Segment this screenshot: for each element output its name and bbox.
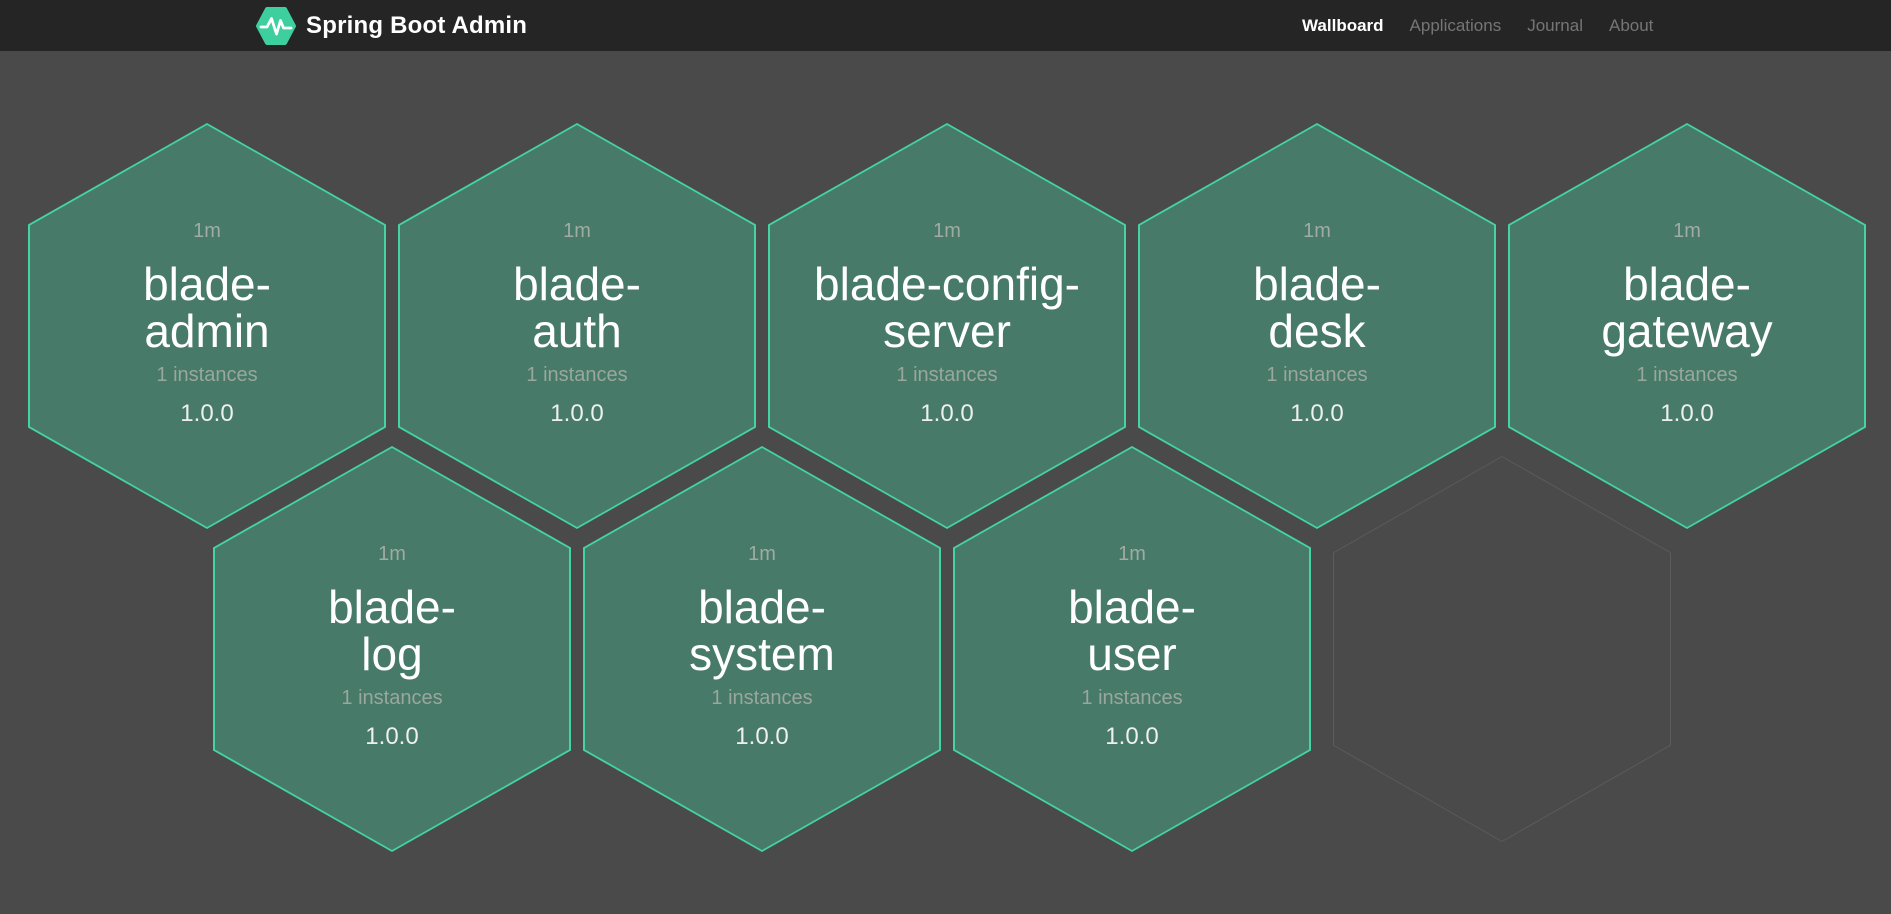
hexagon-content: 1m blade- admin 1 instances 1.0.0 bbox=[28, 123, 386, 529]
app-instance-count: 1 instances bbox=[1266, 363, 1368, 386]
app-uptime: 1m bbox=[1673, 219, 1701, 242]
app-uptime: 1m bbox=[563, 219, 591, 242]
nav-item-about[interactable]: About bbox=[1608, 15, 1654, 35]
hexagon-fill bbox=[215, 448, 569, 850]
app-version: 1.0.0 bbox=[920, 399, 974, 427]
app-uptime: 1m bbox=[378, 542, 406, 565]
hexagon-fill bbox=[1334, 457, 1670, 841]
app-name: blade- system bbox=[689, 580, 835, 680]
app-instance-count: 1 instances bbox=[1636, 363, 1738, 386]
app-version: 1.0.0 bbox=[550, 399, 604, 427]
app-instance-count: 1 instances bbox=[1081, 686, 1183, 709]
hexagon-content: 1m blade-config- server 1 instances 1.0.… bbox=[768, 123, 1126, 529]
empty-hexagon-placeholder bbox=[1333, 456, 1671, 842]
hexagon-content: 1m blade- desk 1 instances 1.0.0 bbox=[1138, 123, 1496, 529]
hexagon-fill bbox=[1140, 125, 1494, 527]
hexagon-fill bbox=[30, 125, 384, 527]
hexagon-content: 1m blade- gateway 1 instances 1.0.0 bbox=[1508, 123, 1866, 529]
app-instance-count: 1 instances bbox=[711, 686, 813, 709]
brand[interactable]: Spring Boot Admin bbox=[256, 6, 527, 46]
app-version: 1.0.0 bbox=[1290, 399, 1344, 427]
app-uptime: 1m bbox=[1303, 219, 1331, 242]
app-name: blade-config- server bbox=[814, 257, 1080, 357]
hexagon-content: 1m blade- auth 1 instances 1.0.0 bbox=[398, 123, 756, 529]
hexagon-fill bbox=[1510, 125, 1864, 527]
wallboard-honeycomb: 1m blade- admin 1 instances 1.0.0 1m bla… bbox=[0, 51, 1891, 914]
nav-item-wallboard[interactable]: Wallboard bbox=[1302, 15, 1384, 35]
hexagon-content: 1m blade- log 1 instances 1.0.0 bbox=[213, 446, 571, 852]
app-name: blade- log bbox=[328, 580, 456, 680]
app-name: blade- gateway bbox=[1601, 257, 1773, 357]
app-uptime: 1m bbox=[933, 219, 961, 242]
app-version: 1.0.0 bbox=[1660, 399, 1714, 427]
app-hexagon-blade-config-server[interactable]: 1m blade-config- server 1 instances 1.0.… bbox=[768, 123, 1126, 529]
app-name: blade- admin bbox=[143, 257, 271, 357]
app-version: 1.0.0 bbox=[180, 399, 234, 427]
app-uptime: 1m bbox=[748, 542, 776, 565]
app-version: 1.0.0 bbox=[735, 722, 789, 750]
hexagon-fill bbox=[955, 448, 1309, 850]
app-hexagon-blade-auth[interactable]: 1m blade- auth 1 instances 1.0.0 bbox=[398, 123, 756, 529]
app-name: blade- desk bbox=[1253, 257, 1381, 357]
app-uptime: 1m bbox=[1118, 542, 1146, 565]
app-instance-count: 1 instances bbox=[896, 363, 998, 386]
app-hexagon-blade-desk[interactable]: 1m blade- desk 1 instances 1.0.0 bbox=[1138, 123, 1496, 529]
nav-item-applications[interactable]: Applications bbox=[1409, 15, 1502, 35]
app-version: 1.0.0 bbox=[365, 722, 419, 750]
app-hexagon-blade-gateway[interactable]: 1m blade- gateway 1 instances 1.0.0 bbox=[1508, 123, 1866, 529]
hexagon-content: 1m blade- system 1 instances 1.0.0 bbox=[583, 446, 941, 852]
app-instance-count: 1 instances bbox=[341, 686, 443, 709]
app-hexagon-blade-log[interactable]: 1m blade- log 1 instances 1.0.0 bbox=[213, 446, 571, 852]
app-instance-count: 1 instances bbox=[156, 363, 258, 386]
app-uptime: 1m bbox=[193, 219, 221, 242]
nav-item-journal[interactable]: Journal bbox=[1527, 15, 1583, 35]
top-navbar: Spring Boot Admin Wallboard Applications… bbox=[0, 0, 1891, 51]
app-title: Spring Boot Admin bbox=[306, 11, 528, 39]
hexagon-fill bbox=[770, 125, 1124, 527]
hexagon-fill bbox=[400, 125, 754, 527]
app-version: 1.0.0 bbox=[1105, 722, 1159, 750]
app-hexagon-blade-system[interactable]: 1m blade- system 1 instances 1.0.0 bbox=[583, 446, 941, 852]
hexagon-fill bbox=[585, 448, 939, 850]
main-nav: Wallboard Applications Journal About bbox=[1302, 0, 1679, 51]
app-name: blade- user bbox=[1068, 580, 1196, 680]
app-name: blade- auth bbox=[513, 257, 641, 357]
app-hexagon-blade-admin[interactable]: 1m blade- admin 1 instances 1.0.0 bbox=[28, 123, 386, 529]
hexagon-content: 1m blade- user 1 instances 1.0.0 bbox=[953, 446, 1311, 852]
app-instance-count: 1 instances bbox=[526, 363, 628, 386]
app-hexagon-blade-user[interactable]: 1m blade- user 1 instances 1.0.0 bbox=[953, 446, 1311, 852]
hexagon-pulse-icon bbox=[256, 6, 296, 45]
